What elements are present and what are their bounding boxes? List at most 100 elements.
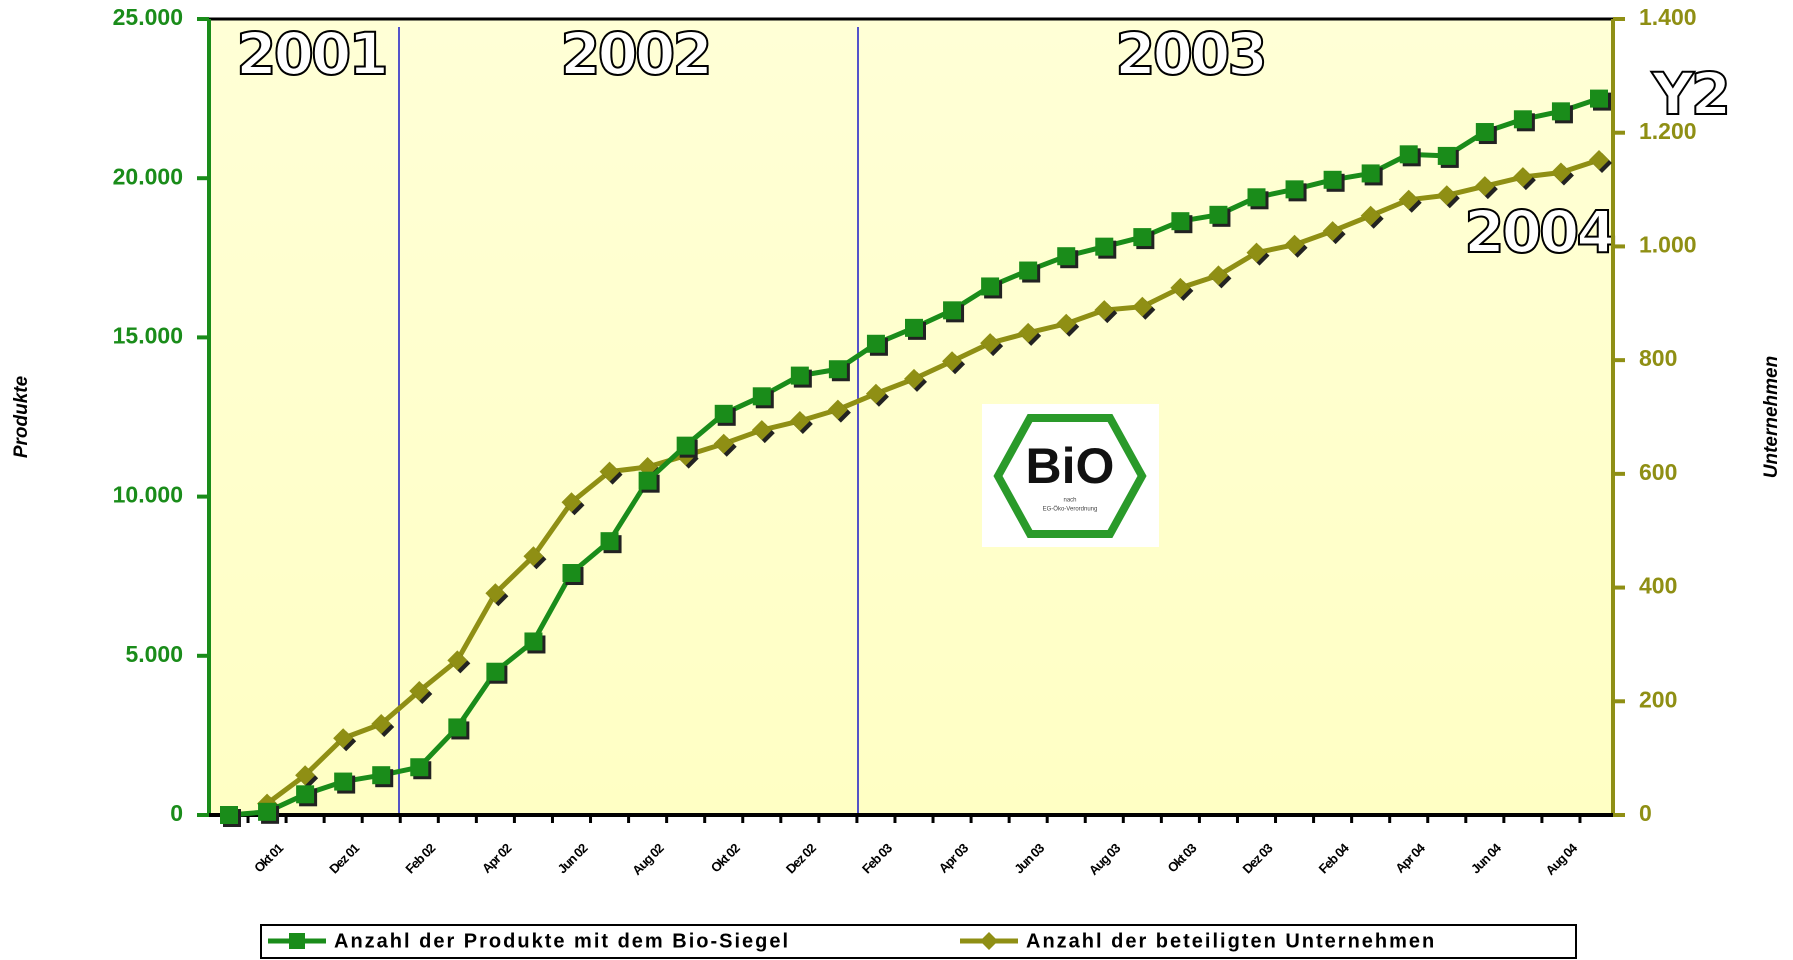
point	[220, 806, 238, 824]
point	[980, 333, 1001, 354]
point	[943, 301, 962, 320]
point	[1284, 234, 1305, 255]
point	[1550, 162, 1571, 183]
x-tick-label: Apr 03	[936, 840, 972, 876]
point	[1209, 205, 1228, 224]
point	[1399, 145, 1418, 164]
point	[372, 766, 391, 785]
point	[1018, 322, 1039, 343]
legend-label: Anzahl der beteiligten Unternehmen	[1026, 930, 1436, 952]
point	[1590, 89, 1608, 108]
point	[334, 772, 353, 791]
plot-area	[209, 19, 1613, 815]
x-tick-label: Okt 02	[708, 840, 743, 875]
point	[1019, 261, 1038, 280]
x-tick-label: Dez 02	[783, 840, 819, 876]
point	[1513, 110, 1532, 129]
point	[1133, 228, 1152, 247]
annotation: 2002	[560, 20, 709, 88]
point	[1323, 170, 1342, 189]
point	[981, 277, 1000, 296]
x-tick-label: Jun 02	[555, 840, 591, 876]
point	[790, 366, 809, 385]
y-tick-label: 15.000	[113, 322, 183, 348]
point	[524, 632, 543, 651]
point	[295, 765, 316, 786]
point	[1170, 277, 1191, 298]
point	[752, 387, 771, 406]
point	[942, 351, 963, 372]
legend-marker	[980, 932, 998, 950]
point	[1208, 265, 1229, 286]
legend	[260, 924, 1577, 959]
y2-tick-label: 400	[1639, 573, 1677, 599]
x-tick-label: Aug 02	[629, 840, 667, 878]
x-tick-label: Aug 04	[1542, 840, 1580, 878]
x-tick-label: Jun 03	[1011, 840, 1047, 876]
x-tick-label: Aug 03	[1086, 840, 1124, 878]
point	[1285, 180, 1304, 199]
point	[447, 650, 468, 671]
point	[485, 583, 506, 604]
point	[486, 662, 505, 681]
x-tick-label: Feb 04	[1316, 840, 1353, 877]
y-tick-label: 25.000	[113, 4, 183, 30]
y2-tick-label: 1.000	[1639, 232, 1697, 258]
point	[1437, 146, 1456, 165]
legend-label: Anzahl der Produkte mit dem Bio-Siegel	[334, 930, 790, 952]
point	[1247, 188, 1266, 207]
point	[676, 436, 695, 455]
point	[1322, 221, 1343, 242]
point	[410, 758, 429, 777]
point	[1475, 123, 1494, 142]
x-tick-label: Feb 02	[402, 840, 438, 876]
annotation: 2004	[1464, 198, 1614, 266]
point	[371, 714, 392, 735]
point	[599, 461, 620, 482]
annotation: 2001	[236, 20, 385, 88]
point	[751, 420, 772, 441]
y2-tick-label: 600	[1639, 459, 1677, 485]
point	[828, 360, 847, 379]
logo-text: BiO	[1026, 438, 1115, 494]
y-axis-label: Produkte	[11, 375, 32, 458]
point	[258, 802, 277, 821]
point	[789, 410, 810, 431]
point	[448, 718, 467, 737]
y2-tick-label: 1.200	[1639, 118, 1697, 144]
point	[1512, 167, 1533, 188]
point	[1246, 242, 1267, 263]
point	[713, 433, 734, 454]
y2-axis-label: Unternehmen	[1761, 356, 1782, 478]
point	[333, 728, 354, 749]
bio-logo: BiO nach EG-Öko-Verordnung	[982, 404, 1159, 547]
point	[714, 404, 733, 423]
x-tick-label: Okt 01	[251, 840, 286, 875]
point	[1360, 205, 1381, 226]
x-tick-label: Okt 03	[1164, 840, 1199, 875]
point	[1436, 185, 1457, 206]
x-tick-label: Feb 03	[859, 840, 895, 876]
point	[1551, 102, 1570, 121]
x-tick-label: Apr 02	[479, 840, 515, 876]
point	[1132, 296, 1153, 317]
logo-text: EG-Öko-Verordnung	[1043, 506, 1098, 513]
point	[827, 399, 848, 420]
logo-bg	[982, 404, 1159, 547]
y2-tick-label: 200	[1639, 686, 1677, 712]
point	[866, 334, 885, 353]
point	[1056, 313, 1077, 334]
point	[905, 318, 923, 337]
point	[296, 785, 315, 804]
x-tick-label: Jun 04	[1468, 840, 1505, 877]
point	[638, 471, 657, 490]
point	[561, 492, 582, 513]
point	[1095, 237, 1114, 256]
y-tick-label: 20.000	[113, 163, 183, 189]
point	[1474, 176, 1495, 197]
x-tick-label: Apr 04	[1392, 840, 1428, 876]
point	[1398, 189, 1419, 210]
annotation: Y2	[1651, 60, 1728, 128]
logo-hexagon	[993, 414, 1147, 538]
